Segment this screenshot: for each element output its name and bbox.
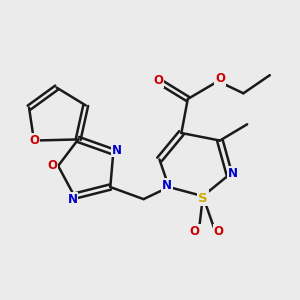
- Text: O: O: [214, 225, 224, 238]
- Text: N: N: [228, 167, 238, 180]
- Text: N: N: [162, 179, 172, 192]
- Text: O: O: [215, 72, 225, 85]
- Text: O: O: [153, 74, 163, 87]
- Text: O: O: [190, 225, 200, 238]
- Text: N: N: [68, 194, 77, 206]
- Text: S: S: [198, 191, 208, 205]
- Text: N: N: [112, 143, 122, 157]
- Text: O: O: [29, 134, 39, 147]
- Text: O: O: [47, 159, 58, 172]
